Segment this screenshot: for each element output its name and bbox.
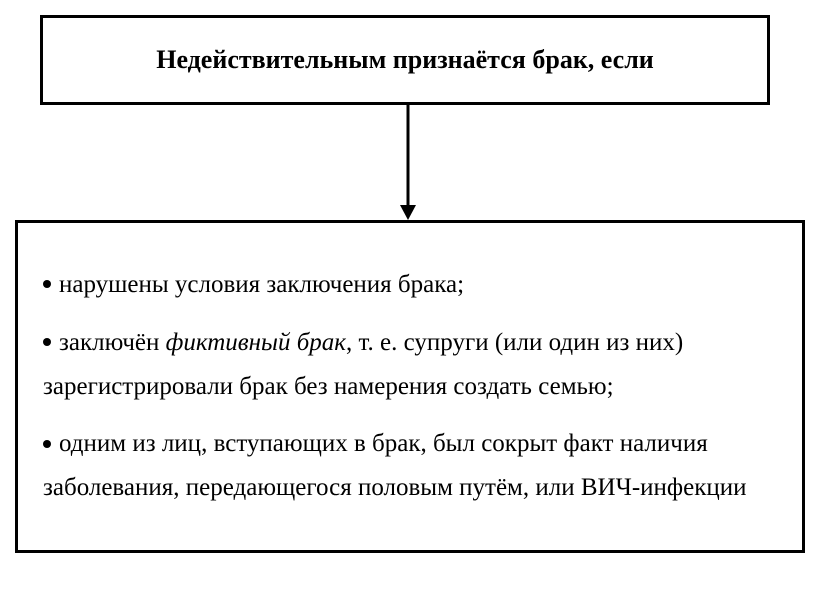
bullet-item: заключён фиктивный брак, т. е. супруги (… bbox=[43, 321, 777, 409]
bullet-icon bbox=[43, 338, 51, 346]
arrow-down-icon bbox=[393, 105, 423, 220]
bullet-icon bbox=[43, 440, 51, 448]
title-box: Недействительным признаётся брак, если bbox=[40, 15, 770, 105]
bullet-icon bbox=[43, 280, 51, 288]
content-box: нарушены условия заключения брака; заклю… bbox=[15, 220, 805, 553]
bullet-text-prefix: заключён bbox=[59, 329, 166, 356]
bullet-text-prefix: одним из лиц, вступающих в брак, был сок… bbox=[43, 430, 746, 501]
title-text: Недействительным признаётся брак, если bbox=[156, 45, 654, 75]
bullet-text-prefix: нарушены условия заключения брака; bbox=[59, 271, 464, 298]
bullet-item: нарушены условия заключения брака; bbox=[43, 263, 777, 307]
bullet-item: одним из лиц, вступающих в брак, был сок… bbox=[43, 422, 777, 510]
bullet-text-italic: фиктивный брак bbox=[166, 329, 346, 356]
